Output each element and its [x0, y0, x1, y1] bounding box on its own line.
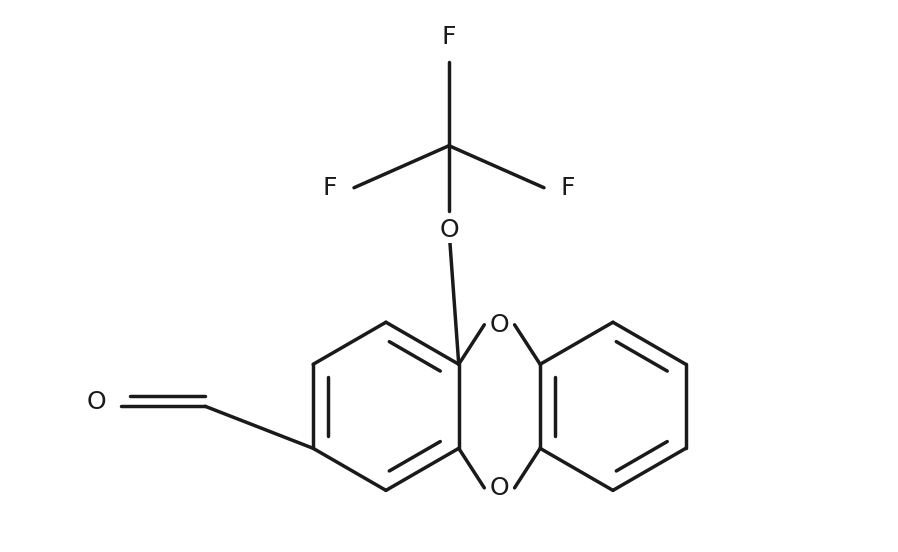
Text: F: F — [322, 176, 337, 200]
Text: F: F — [561, 176, 576, 200]
Text: O: O — [489, 313, 509, 337]
Text: O: O — [439, 217, 459, 242]
Text: O: O — [489, 476, 509, 500]
Text: O: O — [86, 390, 106, 414]
Text: F: F — [442, 25, 456, 49]
